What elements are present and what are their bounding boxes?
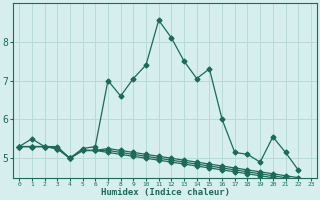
X-axis label: Humidex (Indice chaleur): Humidex (Indice chaleur) — [100, 188, 229, 197]
